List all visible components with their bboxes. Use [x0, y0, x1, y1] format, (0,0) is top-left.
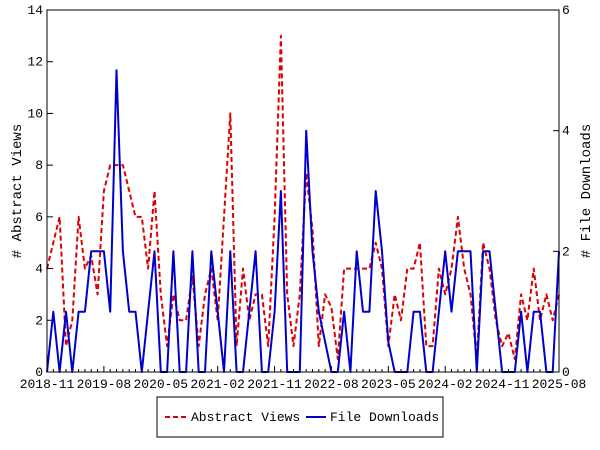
y2-tick-label: 4	[562, 124, 570, 139]
x-tick-label: 2023-05	[361, 377, 416, 392]
plot-frame	[46, 9, 560, 373]
x-tick-label: 2020-05	[133, 377, 188, 392]
y-tick-label: 4	[35, 262, 43, 277]
x-tick-label: 2018-11	[20, 377, 75, 392]
y-tick-label: 2	[35, 313, 43, 328]
legend: Abstract Views File Downloads	[156, 396, 444, 438]
y2-tick-label: 2	[562, 244, 570, 259]
x-tick-label: 2024-02	[418, 377, 473, 392]
x-tick-label: 2022-08	[304, 377, 359, 392]
x-tick-label: 2024-11	[475, 377, 530, 392]
x-tick-label: 2021-02	[190, 377, 245, 392]
series-line-file-downloads	[46, 69, 560, 373]
y2-tick-label: 6	[562, 3, 570, 18]
x-tick-label: 2025-08	[532, 377, 587, 392]
x-tick-label: 2021-11	[247, 377, 302, 392]
y2-axis-label: # File Downloads	[579, 124, 595, 258]
legend-label-abstract-views: Abstract Views	[191, 410, 300, 425]
series-line-abstract-views	[46, 34, 560, 361]
y-tick-label: 6	[35, 210, 43, 225]
legend-box	[156, 396, 444, 438]
series-layer	[46, 34, 560, 373]
x-tick-label: 2019-08	[77, 377, 132, 392]
legend-label-file-downloads: File Downloads	[330, 410, 439, 425]
y-tick-label: 8	[35, 158, 43, 173]
y-axis-label: # Abstract Views	[10, 124, 26, 258]
y-tick-label: 0	[35, 365, 43, 380]
y-tick-label: 14	[27, 3, 43, 18]
y-tick-label: 10	[27, 106, 43, 121]
y2-tick-label: 0	[562, 365, 570, 380]
y-tick-label: 12	[27, 55, 43, 70]
